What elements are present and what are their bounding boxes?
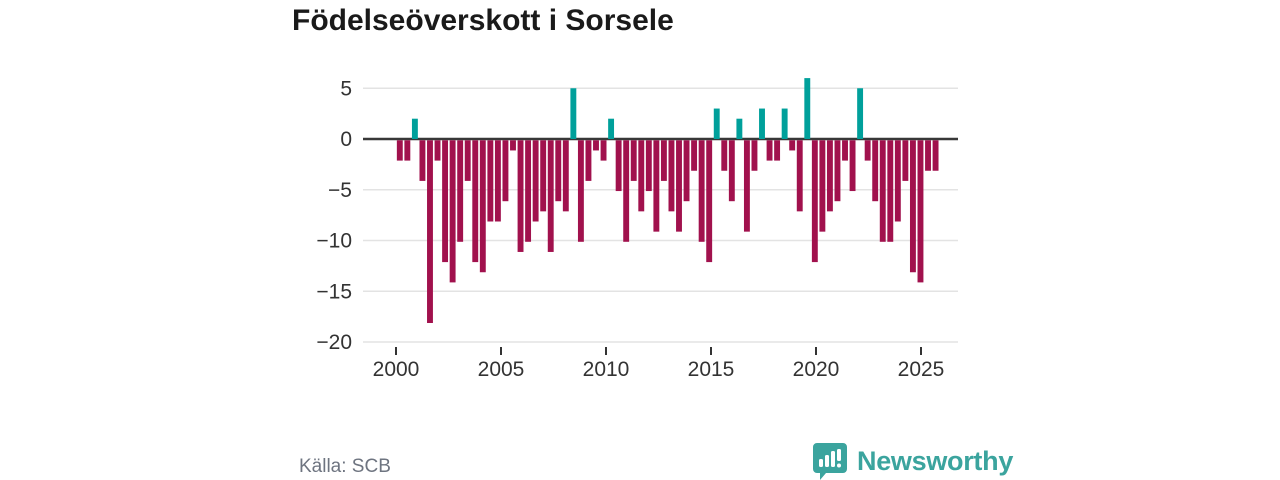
bar-negative — [932, 140, 939, 171]
bar-negative — [600, 140, 607, 161]
y-axis-tick-label: −15 — [316, 280, 352, 303]
bar-negative — [864, 140, 871, 161]
y-axis-tick-label: −10 — [316, 230, 352, 253]
bar-negative — [427, 140, 433, 323]
bar-negative — [879, 140, 886, 242]
x-axis-tick-label: 2020 — [793, 358, 840, 381]
bar-negative — [630, 140, 637, 181]
bar-negative — [615, 140, 622, 192]
bar-negative — [751, 140, 758, 171]
bar-negative — [472, 140, 479, 263]
bar-positive — [411, 118, 418, 139]
bar-negative — [811, 140, 818, 263]
bar-positive — [759, 108, 765, 139]
bar-negative — [517, 140, 524, 252]
bar-negative — [653, 140, 660, 232]
bar-negative — [449, 140, 456, 283]
bar-negative — [849, 140, 856, 192]
bar-negative — [532, 140, 539, 222]
bar-negative — [909, 140, 916, 273]
bar-negative — [668, 140, 675, 212]
bar-negative — [494, 140, 501, 222]
newsworthy-logo: Newsworthy — [812, 442, 1013, 480]
bar-negative — [834, 140, 841, 202]
bar-positive — [608, 118, 615, 139]
x-axis-tick-label: 2000 — [373, 358, 420, 381]
bar-positive — [713, 108, 720, 139]
bar-negative — [683, 140, 690, 202]
bar-negative — [555, 140, 562, 202]
bar-negative — [434, 140, 441, 161]
y-axis-tick-label: 0 — [340, 128, 352, 151]
bar-negative — [585, 140, 592, 181]
x-axis-tick-label: 2015 — [688, 358, 735, 381]
bar-negative — [525, 140, 532, 242]
bar-negative — [419, 140, 426, 181]
bar-negative — [766, 140, 773, 161]
bar-positive — [804, 78, 811, 139]
bar-negative — [917, 140, 924, 283]
bar-negative — [540, 140, 547, 212]
bar-negative — [479, 140, 486, 273]
bar-negative — [902, 140, 909, 181]
bar-negative — [887, 140, 894, 242]
newsworthy-logo-icon — [813, 443, 847, 480]
bar-negative — [547, 140, 554, 252]
bar-negative — [660, 140, 667, 181]
bar-negative — [925, 140, 931, 171]
bar-negative — [721, 140, 728, 171]
bar-negative — [706, 140, 713, 263]
x-axis-tick-label: 2025 — [898, 358, 945, 381]
bar-negative — [457, 140, 464, 242]
y-axis-tick-label: −20 — [316, 331, 352, 354]
bar-positive — [570, 88, 577, 139]
bar-negative — [502, 140, 509, 202]
bar-negative — [562, 140, 569, 212]
bar-positive — [781, 108, 788, 139]
bar-negative — [698, 140, 705, 242]
bar-negative — [510, 140, 516, 151]
bar-negative — [404, 140, 411, 161]
bar-negative — [638, 140, 645, 212]
y-axis-tick-label: −5 — [328, 179, 352, 202]
source-label: Källa: SCB — [299, 456, 391, 477]
bar-negative — [593, 140, 599, 151]
bar-negative — [396, 140, 403, 161]
bar-negative — [691, 140, 698, 171]
bar-negative — [894, 140, 901, 222]
bar-negative — [645, 140, 652, 192]
bar-negative — [789, 140, 796, 151]
bar-negative — [743, 140, 750, 232]
y-axis-tick-label: 5 — [340, 77, 352, 100]
bar-negative — [442, 140, 449, 263]
bar-negative — [872, 140, 879, 202]
bar-negative — [464, 140, 471, 181]
bar-negative — [487, 140, 494, 222]
x-axis-tick-label: 2005 — [478, 358, 525, 381]
bar-positive — [736, 118, 743, 139]
bar-negative — [819, 140, 826, 232]
bar-negative — [623, 140, 630, 242]
bar-negative — [774, 140, 781, 161]
bar-negative — [728, 140, 735, 202]
chart-title: Födelseöverskott i Sorsele — [292, 4, 674, 37]
newsworthy-logo-text: Newsworthy — [857, 445, 1014, 476]
x-axis-tick-label: 2010 — [583, 358, 630, 381]
bar-negative — [676, 140, 682, 232]
bar-negative — [842, 140, 848, 161]
bar-negative — [826, 140, 833, 212]
bar-negative — [796, 140, 803, 212]
bar-negative — [577, 140, 584, 242]
bar-positive — [857, 88, 864, 139]
